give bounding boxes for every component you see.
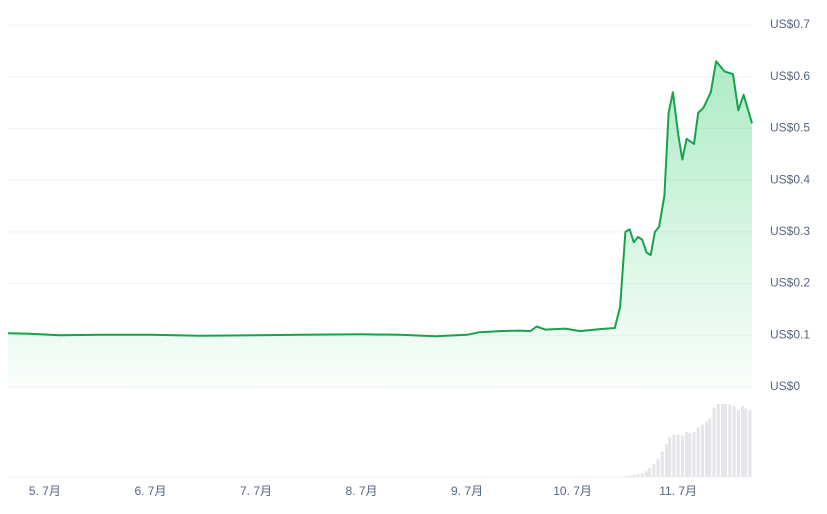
y-tick-label: US$0.6 xyxy=(770,69,810,83)
volume-bar xyxy=(748,409,752,477)
volume-bar xyxy=(724,404,728,477)
volume-bar xyxy=(685,431,689,477)
y-tick-label: US$0.3 xyxy=(770,224,810,238)
x-tick-label: 6. 7月 xyxy=(134,484,166,498)
volume-bar xyxy=(716,404,720,477)
volume-bar xyxy=(644,471,648,477)
volume-bar xyxy=(672,434,676,477)
volume-bar xyxy=(712,407,716,477)
volume-bar xyxy=(732,406,736,477)
price-area xyxy=(8,61,752,387)
volume-bar xyxy=(728,404,732,477)
volume-bar xyxy=(668,436,672,477)
volume-bar xyxy=(648,468,652,477)
y-tick-label: US$0.7 xyxy=(770,17,810,31)
volume-bar xyxy=(629,475,633,477)
volume-bar xyxy=(708,418,712,477)
price-line xyxy=(7,60,753,338)
volume-bar xyxy=(624,476,628,477)
volume-bar xyxy=(720,404,724,477)
y-tick-label: US$0.4 xyxy=(770,172,810,186)
x-tick-label: 11. 7月 xyxy=(659,484,697,498)
volume-bar xyxy=(741,406,745,477)
y-tick-label: US$0 xyxy=(770,379,800,393)
volume-bar xyxy=(660,451,664,477)
x-tick-label: 7. 7月 xyxy=(240,484,272,498)
volume-bar xyxy=(636,474,640,477)
volume-bar xyxy=(700,424,704,477)
x-tick-label: 9. 7月 xyxy=(451,484,483,498)
volume-bar xyxy=(656,458,660,477)
volume-bar xyxy=(736,409,740,477)
y-tick-label: US$0.1 xyxy=(770,327,810,341)
volume-bar xyxy=(688,433,692,477)
volume-bar xyxy=(744,408,748,477)
x-tick-label: 10. 7月 xyxy=(553,484,592,498)
x-tick-label: 8. 7月 xyxy=(346,484,378,498)
y-tick-label: US$0.5 xyxy=(770,121,810,135)
volume-bar xyxy=(632,474,636,477)
volume-bar xyxy=(652,463,656,477)
volume-bar xyxy=(665,444,669,477)
volume-bar xyxy=(676,434,680,477)
volume-bar xyxy=(692,431,696,477)
x-tick-label: 5. 7月 xyxy=(29,484,61,498)
volume-bar xyxy=(680,435,684,477)
volume-bar xyxy=(696,427,700,477)
volume-bar xyxy=(640,473,644,477)
volume-bar xyxy=(705,421,709,477)
y-tick-label: US$0.2 xyxy=(770,276,810,290)
